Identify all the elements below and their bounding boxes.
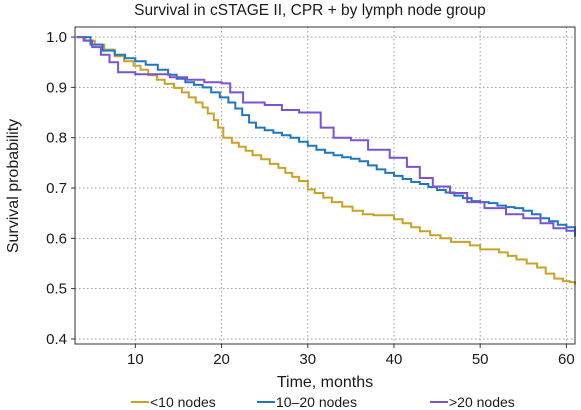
- x-tick-label: 40: [386, 351, 403, 368]
- plot-frame: [74, 26, 576, 345]
- y-axis-label: Survival probability: [5, 119, 22, 253]
- series-line-2: [76, 36, 576, 237]
- y-tick-label: 0.7: [46, 180, 67, 197]
- x-tick-label: 10: [127, 351, 144, 368]
- x-tick-label: 50: [472, 351, 489, 368]
- chart-title: Survival in cSTAGE II, CPR + by lymph no…: [134, 2, 486, 19]
- axis-ticks: 10 20 30 40 50 60 0.4 0.5 0.6 0.7 0.8 0.9 1.0: [46, 29, 575, 368]
- x-tick-label: 60: [558, 351, 575, 368]
- y-tick-label: 0.4: [46, 331, 67, 348]
- legend-label-1: <10 nodes: [150, 394, 216, 410]
- y-tick-label: 1.0: [46, 29, 67, 46]
- y-tick-label: 0.9: [46, 79, 67, 96]
- legend-label-2: 10–20 nodes: [276, 394, 357, 410]
- y-tick-label: 0.6: [46, 230, 67, 247]
- legend-label-3: >20 nodes: [449, 394, 515, 410]
- x-tick-label: 30: [299, 351, 316, 368]
- x-tick-label: 20: [213, 351, 230, 368]
- gridlines: [75, 27, 575, 344]
- legend: <10 nodes 10–20 nodes >20 nodes: [131, 394, 515, 410]
- y-tick-label: 0.8: [46, 130, 67, 147]
- x-axis-label: Time, months: [277, 374, 373, 391]
- series-line-3: [76, 36, 575, 232]
- survival-curves: [76, 36, 576, 285]
- series-line-1: [76, 36, 576, 285]
- y-tick-label: 0.5: [46, 281, 67, 298]
